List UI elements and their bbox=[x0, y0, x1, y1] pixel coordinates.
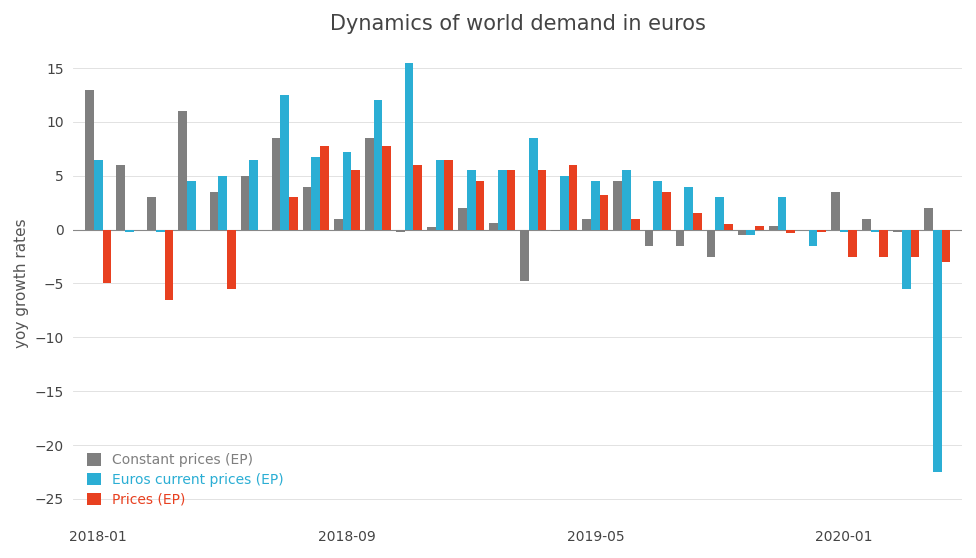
Bar bbox=[405, 62, 414, 230]
Bar bbox=[414, 165, 422, 230]
Bar bbox=[839, 230, 848, 232]
Bar bbox=[653, 181, 662, 230]
Bar bbox=[942, 230, 951, 262]
Bar bbox=[187, 181, 196, 230]
Bar bbox=[320, 146, 329, 230]
Bar bbox=[848, 230, 857, 257]
Bar bbox=[707, 230, 715, 257]
Bar bbox=[879, 230, 888, 257]
Bar bbox=[675, 230, 684, 246]
Bar bbox=[817, 230, 826, 232]
Bar bbox=[226, 230, 235, 289]
Bar bbox=[165, 230, 174, 300]
Bar bbox=[911, 230, 919, 257]
Bar bbox=[630, 219, 639, 230]
Bar bbox=[614, 181, 622, 230]
Bar bbox=[458, 208, 467, 230]
Bar bbox=[343, 152, 351, 230]
Bar bbox=[94, 160, 102, 230]
Bar bbox=[241, 176, 249, 230]
Bar bbox=[102, 230, 111, 283]
Bar bbox=[507, 170, 515, 230]
Bar bbox=[383, 146, 391, 230]
Bar bbox=[600, 195, 608, 230]
Bar bbox=[778, 198, 787, 230]
Bar bbox=[769, 227, 778, 230]
Bar bbox=[924, 208, 933, 230]
Bar bbox=[179, 111, 187, 230]
Bar bbox=[125, 230, 134, 232]
Bar bbox=[311, 157, 320, 230]
Bar bbox=[489, 223, 498, 230]
Bar bbox=[569, 165, 578, 230]
Bar bbox=[374, 100, 383, 230]
Bar bbox=[271, 138, 280, 230]
Bar bbox=[738, 230, 747, 235]
Bar bbox=[684, 186, 693, 230]
Bar bbox=[644, 230, 653, 246]
Bar bbox=[85, 90, 94, 230]
Bar bbox=[715, 198, 724, 230]
Bar bbox=[147, 198, 156, 230]
Bar bbox=[475, 181, 484, 230]
Bar bbox=[662, 192, 671, 230]
Bar bbox=[156, 230, 165, 232]
Bar bbox=[498, 170, 507, 230]
Bar bbox=[249, 160, 258, 230]
Bar bbox=[933, 230, 942, 472]
Bar bbox=[116, 165, 125, 230]
Legend: Constant prices (EP), Euros current prices (EP), Prices (EP): Constant prices (EP), Euros current pric… bbox=[80, 446, 291, 513]
Bar bbox=[444, 160, 453, 230]
Bar bbox=[303, 186, 311, 230]
Bar bbox=[787, 230, 794, 233]
Title: Dynamics of world demand in euros: Dynamics of world demand in euros bbox=[330, 14, 706, 34]
Bar bbox=[808, 230, 817, 246]
Bar bbox=[435, 160, 444, 230]
Y-axis label: yoy growth rates: yoy growth rates bbox=[14, 219, 29, 348]
Bar bbox=[902, 230, 911, 289]
Bar bbox=[365, 138, 374, 230]
Bar bbox=[622, 170, 630, 230]
Bar bbox=[560, 176, 569, 230]
Bar bbox=[467, 170, 475, 230]
Bar bbox=[529, 138, 538, 230]
Bar bbox=[280, 95, 289, 230]
Bar bbox=[724, 224, 733, 230]
Bar bbox=[871, 230, 879, 232]
Bar bbox=[289, 198, 298, 230]
Bar bbox=[427, 228, 435, 230]
Bar bbox=[591, 181, 600, 230]
Bar bbox=[583, 219, 591, 230]
Bar bbox=[893, 230, 902, 232]
Bar bbox=[755, 227, 764, 230]
Bar bbox=[351, 170, 360, 230]
Bar bbox=[538, 170, 547, 230]
Bar bbox=[862, 219, 871, 230]
Bar bbox=[747, 230, 755, 235]
Bar bbox=[334, 219, 343, 230]
Bar bbox=[693, 214, 702, 230]
Bar bbox=[210, 192, 219, 230]
Bar bbox=[831, 192, 839, 230]
Bar bbox=[520, 230, 529, 281]
Bar bbox=[396, 230, 405, 232]
Bar bbox=[219, 176, 226, 230]
